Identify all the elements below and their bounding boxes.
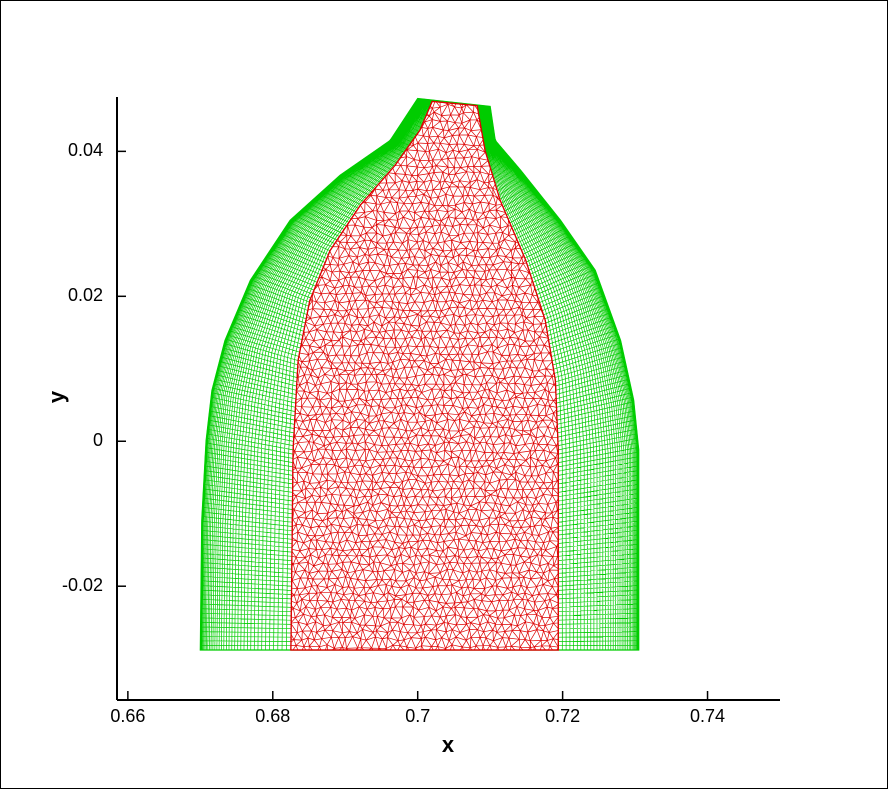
x-tick-label: 0.66 (110, 706, 145, 726)
x-tick-label: 0.72 (545, 706, 580, 726)
y-axis-title: y (44, 390, 69, 403)
y-tick-label: 0 (93, 430, 103, 450)
y-tick-label: 0.04 (68, 140, 103, 160)
y-tick-label: -0.02 (62, 575, 103, 595)
y-tick-label: 0.02 (68, 285, 103, 305)
x-axis-title: x (442, 732, 455, 757)
plot-area (199, 97, 640, 651)
x-tick-label: 0.74 (690, 706, 725, 726)
x-tick-label: 0.7 (405, 706, 430, 726)
x-tick-label: 0.68 (255, 706, 290, 726)
mesh-boundary (290, 100, 559, 651)
